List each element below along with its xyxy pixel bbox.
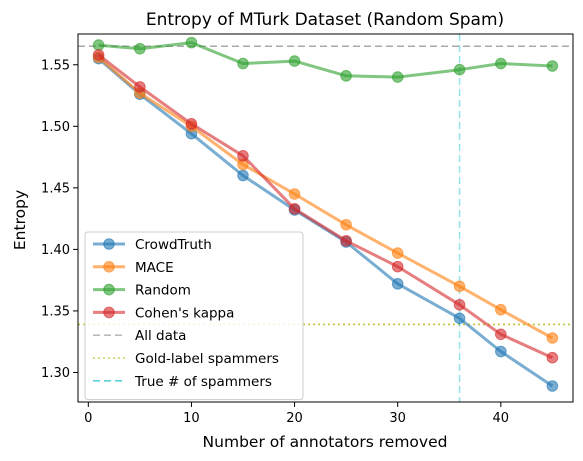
data-point [495,345,507,358]
legend: CrowdTruth MACE Random Cohen's kappa All dat… [84,231,304,401]
data-point [92,39,105,51]
series-line [98,41,553,79]
x-axis-title: Number of annotators removed [203,433,448,451]
data-point [391,247,404,259]
data-point [340,218,352,231]
legend-label: MACE [135,260,174,276]
y-tick-label: 1.40 [41,243,70,258]
plot-area [78,34,573,402]
x-tick-label: 10 [183,411,200,426]
data-point [340,234,352,247]
legend-label: Gold-label spammers [135,351,279,367]
legend-label: All data [135,328,186,344]
x-tick-label: 20 [286,411,303,426]
x-tick-label: 40 [493,411,510,426]
y-tick-label: 1.55 [41,58,70,73]
legend-box [84,231,304,401]
data-point [546,380,559,392]
legend-label: CrowdTruth [135,237,212,253]
data-point [453,63,466,76]
y-tick-label: 1.45 [41,181,70,196]
legend-marker [103,238,115,250]
data-point [237,169,249,182]
y-tick-label: 1.35 [41,304,70,319]
data-point [92,49,105,61]
data-point [546,332,559,344]
data-point [340,70,352,82]
data-point [237,57,249,70]
data-point [288,202,301,215]
legend-label: Random [135,283,191,299]
legend-label: True # of spammers [134,374,272,390]
data-point [495,57,507,70]
data-point [391,260,404,273]
data-point [391,278,404,290]
data-point [546,60,559,72]
data-point [288,55,301,67]
data-point [185,36,198,49]
chart-title: Entropy of MTurk Dataset (Random Spam) [146,10,504,30]
data-point [453,312,466,325]
data-point [546,351,559,364]
series-line [97,56,554,340]
data-point [134,81,146,93]
data-point [185,118,198,130]
legend-label: Cohen's kappa [135,305,234,321]
data-point [134,42,146,55]
legend-marker [103,283,115,296]
y-tick-label: 1.30 [41,366,70,381]
data-point [453,298,466,311]
axes: 0 10 20 30 40 1.30 1.35 1.40 1.45 1.50 1.55 [41,33,574,426]
x-tick-label: 0 [84,411,92,426]
x-tick-label: 30 [389,411,406,426]
legend-marker [103,261,115,273]
plot-frame [77,33,574,403]
y-tick-label: 1.50 [41,120,70,135]
data-point [495,328,507,341]
data-point [237,150,249,162]
legend-marker [103,306,115,319]
data-point [288,188,301,200]
data-point [453,280,466,293]
series-line [97,53,554,360]
data-point [391,71,404,83]
data-point [495,303,507,316]
y-axis-title: Entropy [11,190,29,250]
